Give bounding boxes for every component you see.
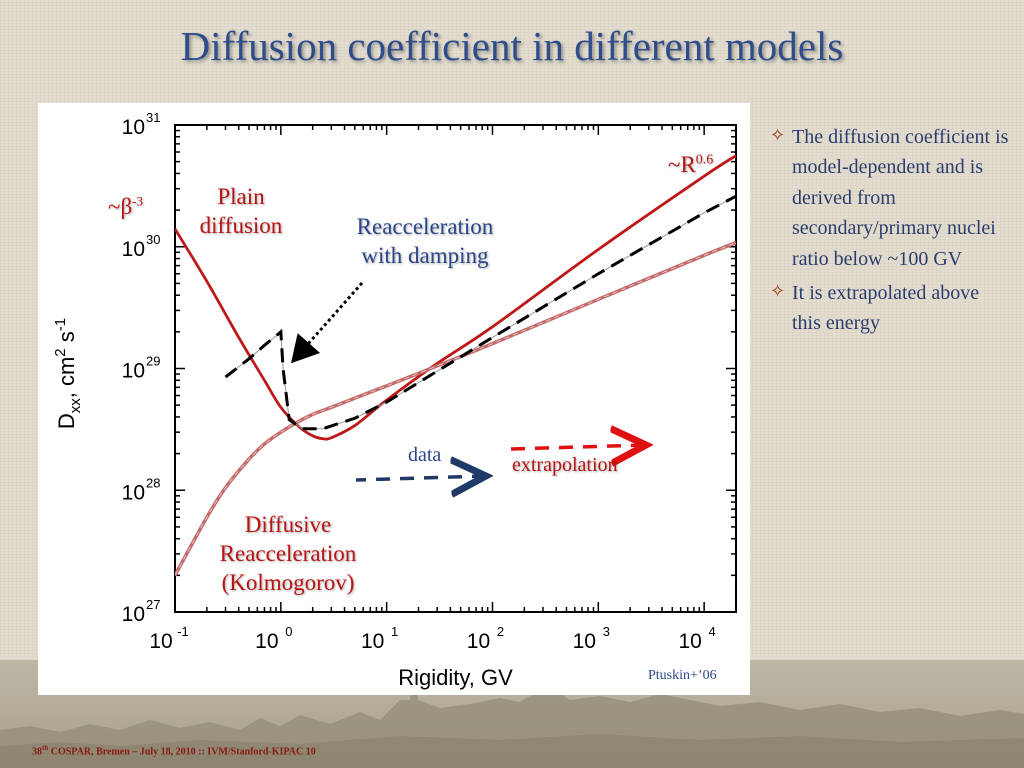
slide-title: Diffusion coefficient in different model… xyxy=(180,23,844,69)
bullet-item: ✧ It is extrapolated above this energy xyxy=(770,278,1010,339)
chart-panel: 10 -1 10 0 10 1 10 2 10 3 10 4 10 27 10 28 10 29 10 30 10 31 R… xyxy=(38,103,750,695)
y-tick-label: 10 xyxy=(122,116,145,139)
rpow-annotation: ~R0.6 xyxy=(668,152,714,177)
series-line-damping xyxy=(224,194,736,431)
x-tick-exponent: -1 xyxy=(177,624,189,639)
series-overlay-reacc xyxy=(175,242,736,576)
bullet-list: ✧ The diffusion coefficient is model-dep… xyxy=(770,122,1010,343)
y-tick-exponent: 29 xyxy=(146,354,160,369)
four-point-star-icon: ✧ xyxy=(770,125,786,145)
x-tick-label: 10 xyxy=(467,630,490,653)
bullet-text: The diffusion coefficient is model-depen… xyxy=(792,126,1009,270)
y-tick-exponent: 28 xyxy=(146,475,160,490)
x-tick-exponent: 1 xyxy=(391,624,398,639)
x-axis-title: Rigidity, GV xyxy=(398,665,513,690)
y-tick-exponent: 31 xyxy=(146,110,160,125)
beta-annotation: ~β-3 xyxy=(108,193,143,219)
bullet-item: ✧ The diffusion coefficient is model-dep… xyxy=(770,122,1010,274)
y-tick-exponent: 30 xyxy=(146,232,160,247)
x-tick-exponent: 0 xyxy=(285,624,292,639)
diffusive-reacceleration-label: Diffusive Reacceleration (Kolmogorov) xyxy=(219,512,357,595)
plain-diffusion-label: Plain diffusion xyxy=(199,184,283,238)
data-label: data xyxy=(408,444,442,466)
tick-marks xyxy=(174,124,737,613)
x-tick-label: 10 xyxy=(255,630,278,653)
bullet-text: It is extrapolated above this energy xyxy=(792,281,980,335)
x-tick-exponent: 2 xyxy=(497,624,504,639)
y-tick-exponent: 27 xyxy=(146,597,160,612)
y-axis-title: Dxx, cm2 s-1 xyxy=(52,318,84,429)
footer-text: 38th COSPAR, Bremen – July 18, 2010 :: I… xyxy=(32,744,316,758)
x-tick-exponent: 3 xyxy=(603,624,610,639)
x-tick-label: 10 xyxy=(678,630,701,653)
credit-label: Ptuskin+’06 xyxy=(648,668,717,683)
extrapolation-arrow xyxy=(510,445,646,449)
four-point-star-icon: ✧ xyxy=(770,280,786,301)
x-tick-label: 10 xyxy=(361,630,384,653)
y-tick-label: 10 xyxy=(122,481,145,504)
series-line-plain xyxy=(175,154,736,441)
y-tick-label: 10 xyxy=(122,603,145,626)
reacceleration-damping-label: Reacceleration with damping xyxy=(356,214,494,268)
y-tick-label: 10 xyxy=(122,360,145,383)
data-arrow xyxy=(355,476,486,480)
y-tick-label: 10 xyxy=(122,238,145,261)
x-tick-label: 10 xyxy=(573,630,596,653)
pointer-arrow xyxy=(291,282,364,364)
x-tick-exponent: 4 xyxy=(709,624,716,639)
series-lines xyxy=(175,154,736,577)
x-tick-label: 10 xyxy=(149,630,172,653)
extrapolation-label: extrapolation xyxy=(512,454,618,476)
